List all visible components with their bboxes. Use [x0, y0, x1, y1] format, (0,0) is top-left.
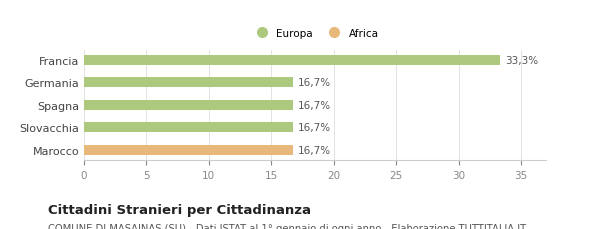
Bar [84, 145, 293, 155]
Text: 16,7%: 16,7% [298, 100, 331, 110]
Text: 33,3%: 33,3% [505, 55, 538, 65]
Text: Cittadini Stranieri per Cittadinanza: Cittadini Stranieri per Cittadinanza [48, 203, 311, 216]
Bar [84, 78, 293, 88]
Bar [84, 100, 293, 110]
Text: 16,7%: 16,7% [298, 123, 331, 133]
Bar [84, 123, 293, 133]
Legend: Europa, Africa: Europa, Africa [247, 25, 383, 43]
Text: COMUNE DI MASAINAS (SU) - Dati ISTAT al 1° gennaio di ogni anno - Elaborazione T: COMUNE DI MASAINAS (SU) - Dati ISTAT al … [48, 223, 526, 229]
Text: 16,7%: 16,7% [298, 145, 331, 155]
Bar [84, 55, 500, 65]
Text: 16,7%: 16,7% [298, 78, 331, 88]
